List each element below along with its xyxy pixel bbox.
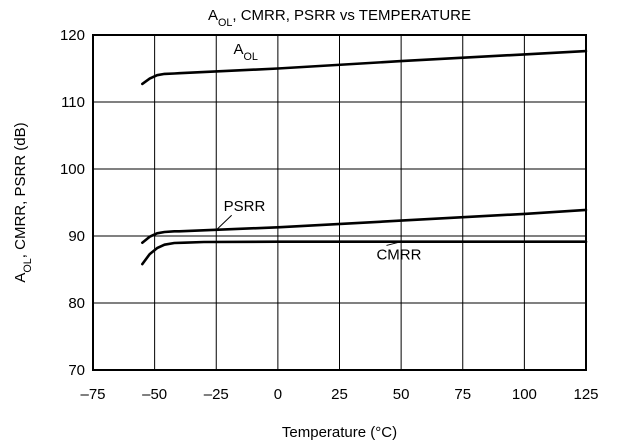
y-axis-ticks: 70 80 90 100 110 120 (60, 27, 85, 379)
x-tick-label: 0 (274, 386, 282, 403)
x-axis-label: Temperature (°C) (282, 424, 397, 441)
x-tick-label: 50 (393, 386, 410, 403)
series-label-aol: AOL (234, 41, 258, 63)
grid (92, 34, 587, 371)
x-tick-label: 25 (331, 386, 348, 403)
x-tick-label: –50 (142, 386, 167, 403)
series-label-cmrr: CMRR (376, 246, 421, 263)
chart-title: AOL, CMRR, PSRR vs TEMPERATURE (208, 7, 471, 29)
y-tick-label: 90 (68, 228, 85, 245)
x-axis-ticks: –75 –50 –25 0 25 50 75 100 125 (80, 386, 598, 403)
series-line-psrr (141, 208, 588, 244)
plot-frame (92, 34, 587, 371)
x-tick-label: –75 (80, 386, 105, 403)
y-tick-label: 120 (60, 27, 85, 44)
x-tick-label: 125 (573, 386, 598, 403)
series-label-psrr: PSRR (224, 198, 266, 215)
series-line-cmrr (141, 240, 588, 266)
x-tick-label: 75 (454, 386, 471, 403)
y-axis-label: AOL, CMRR, PSRR (dB) (12, 122, 34, 282)
series-layer: AOL PSRR CMRR (141, 41, 588, 266)
x-tick-label: –25 (204, 386, 229, 403)
series-callout-cmrr (386, 241, 402, 246)
x-tick-label: 100 (512, 386, 537, 403)
y-tick-label: 100 (60, 161, 85, 178)
series-callout-psrr (215, 214, 232, 231)
y-tick-label: 110 (61, 94, 85, 111)
y-tick-label: 80 (68, 295, 85, 312)
series-line-aol (141, 49, 588, 86)
y-tick-label: 70 (68, 362, 85, 379)
